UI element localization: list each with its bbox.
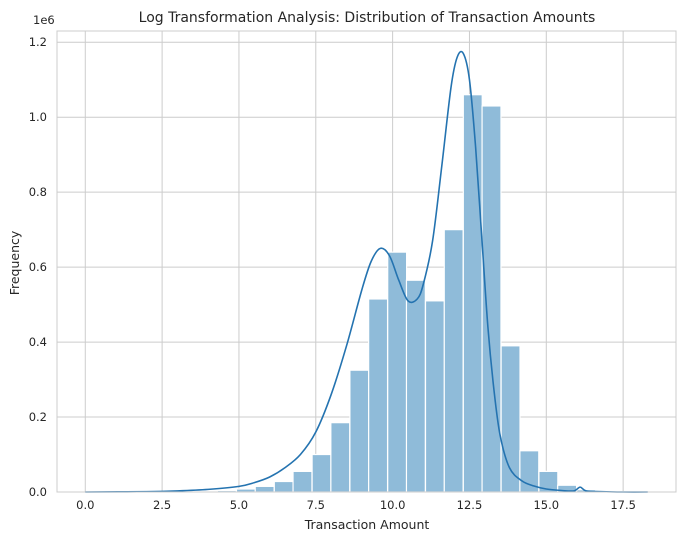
histogram-bar (311, 453, 332, 493)
x-axis-label: Transaction Amount (304, 517, 430, 532)
y-scale-note: 1e6 (33, 13, 55, 27)
plot-frame (56, 30, 677, 493)
x-tick-label: 10.0 (380, 498, 406, 512)
histogram-bar (424, 300, 446, 493)
histogram-bar (368, 298, 389, 493)
x-tick-label: 17.5 (610, 498, 636, 512)
y-tick-label: 0.0 (29, 485, 47, 499)
y-tick-label: 0.4 (29, 335, 47, 349)
histogram-bar (273, 480, 294, 493)
x-tick-label: 12.5 (457, 498, 483, 512)
histogram-bar (462, 94, 483, 493)
histogram-bar (330, 422, 351, 493)
y-tick-label: 0.2 (29, 410, 47, 424)
histogram-bar (349, 369, 370, 493)
y-tick-label: 0.8 (29, 185, 47, 199)
histogram-bar (405, 279, 426, 493)
x-tick-label: 2.5 (153, 498, 171, 512)
histogram-bar (292, 470, 313, 493)
y-tick-label: 0.6 (29, 260, 47, 274)
y-axis-ticks: 0.0 0.2 0.4 0.6 0.8 1.0 1.2 (29, 35, 47, 499)
chart-title: Log Transformation Analysis: Distributio… (139, 10, 596, 26)
x-tick-label: 0.0 (76, 498, 94, 512)
histogram-bar (254, 485, 275, 493)
y-tick-label: 1.0 (29, 110, 47, 124)
histogram-bar (481, 105, 502, 493)
x-tick-label: 5.0 (230, 498, 248, 512)
x-axis-ticks: 0.0 2.5 5.0 7.5 10.0 12.5 15.0 17.5 (76, 498, 636, 512)
x-tick-label: 15.0 (533, 498, 559, 512)
histogram-bar (387, 251, 408, 493)
y-tick-label: 1.2 (29, 35, 47, 49)
histogram-bar (443, 229, 464, 493)
x-tick-label: 7.5 (307, 498, 325, 512)
y-axis-label: Frequency (7, 230, 22, 295)
kde-curve (85, 50, 648, 493)
histogram-bars (179, 94, 635, 493)
